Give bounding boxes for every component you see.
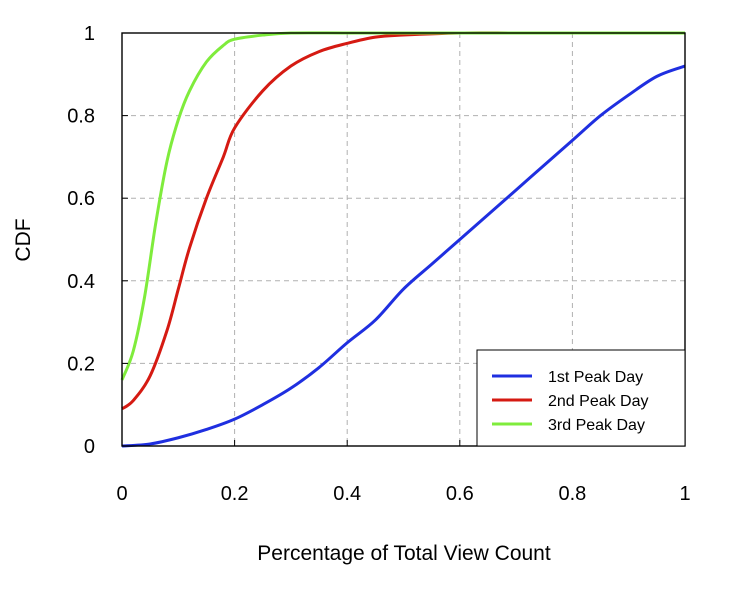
legend-label-3rd-peak-day: 3rd Peak Day — [548, 417, 645, 434]
legend-label-2nd-peak-day: 2nd Peak Day — [548, 393, 649, 410]
plot-frame — [121, 32, 686, 447]
x-tick-label: 1 — [679, 483, 690, 505]
legend-box — [476, 349, 686, 447]
x-tick-label: 0 — [116, 483, 127, 505]
y-tick-label: 0 — [84, 436, 95, 458]
y-tick-label: 0.2 — [67, 353, 95, 375]
series-line-1st-peak-day — [121, 64, 686, 448]
y-tick-label: 0.6 — [67, 188, 95, 210]
x-tick-label: 0.6 — [446, 483, 474, 505]
legend-label-1st-peak-day: 1st Peak Day — [548, 369, 643, 386]
x-tick-label: 0.4 — [333, 483, 361, 505]
x-tick-label: 0.2 — [221, 483, 249, 505]
y-tick-label: 0.8 — [67, 106, 95, 128]
y-axis-label: CDF — [12, 218, 35, 261]
x-tick-label: 0.8 — [558, 483, 586, 505]
y-tick-label: 0.4 — [67, 271, 95, 293]
legend: 1st Peak Day 2nd Peak Day 3rd Peak Day — [476, 349, 686, 447]
y-tick-label: 1 — [84, 23, 95, 45]
series-line-3rd-peak-day — [120, 31, 685, 381]
tick-layer: 0 0.2 0.4 0.6 0.8 1 0 0.2 0.4 0.6 0.8 1 — [67, 23, 690, 505]
x-axis-label: Percentage of Total View Count — [257, 542, 551, 565]
